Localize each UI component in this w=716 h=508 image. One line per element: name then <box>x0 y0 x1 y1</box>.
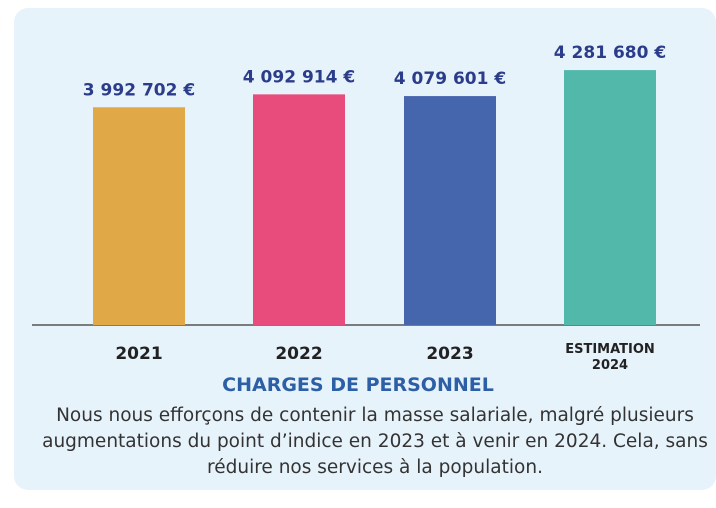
bar <box>93 107 185 325</box>
bar <box>253 94 345 326</box>
value-label: 4 092 914 € <box>243 67 355 87</box>
value-label: 3 992 702 € <box>83 80 195 100</box>
caption: Nous nous efforçons de contenir la masse… <box>42 405 708 478</box>
x-tick-label: ESTIMATION 2024 <box>565 342 655 373</box>
chart-title: CHARGES DE PERSONNEL <box>222 374 494 396</box>
value-label: 4 079 601 € <box>394 69 506 89</box>
value-label: 4 281 680 € <box>554 43 666 63</box>
x-tick-label: 2021 <box>115 344 163 364</box>
bar <box>564 70 656 325</box>
x-tick-label: 2022 <box>275 344 323 364</box>
x-tick-label: 2023 <box>426 344 474 364</box>
bar <box>404 96 496 325</box>
